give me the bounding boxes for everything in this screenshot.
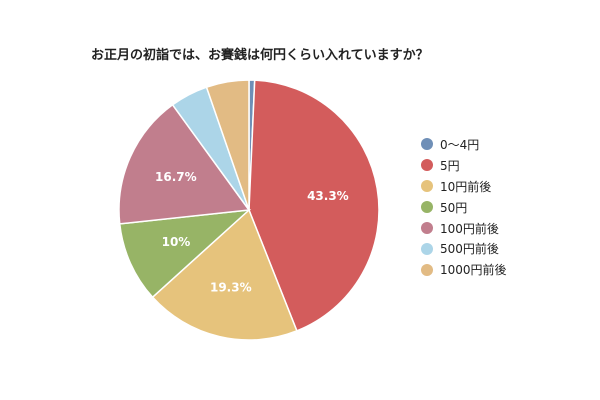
legend-item-1: 0〜4円 <box>421 134 507 155</box>
data-label-3: 19.3% <box>210 280 252 294</box>
legend-swatch <box>421 180 433 193</box>
pie-data-labels: 43.3% 19.3% 10% 16.7% <box>155 170 349 294</box>
pie-slice-5 <box>118 103 251 225</box>
legend-swatch <box>421 263 433 276</box>
pie-slice-7 <box>205 79 250 211</box>
data-label-2: 43.3% <box>307 189 349 203</box>
legend-label: 0〜4円 <box>440 137 480 152</box>
pie-slice-3 <box>151 208 298 341</box>
legend-label: 100円前後 <box>440 221 499 236</box>
legend-label: 50円 <box>440 200 468 215</box>
legend-label: 1000円前後 <box>440 263 507 278</box>
legend-swatch <box>421 201 433 214</box>
legend-item-5: 100円前後 <box>421 218 507 239</box>
legend-label: 500円前後 <box>440 242 499 257</box>
legend-swatch <box>421 242 433 255</box>
data-label-4: 10% <box>162 235 191 249</box>
legend-swatch <box>421 159 433 172</box>
pie-slice-2 <box>248 79 380 332</box>
legend-item-3: 10円前後 <box>421 176 507 197</box>
legend-label: 5円 <box>440 158 460 173</box>
legend: 0〜4円 5円 10円前後 50円 100円前後 500円前後 1000円前後 <box>421 134 507 280</box>
legend-swatch <box>421 222 433 234</box>
data-label-5: 16.7% <box>155 170 197 184</box>
pie-slice-4 <box>118 209 252 299</box>
legend-item-6: 500円前後 <box>421 238 507 259</box>
legend-item-7: 1000円前後 <box>421 259 507 280</box>
legend-swatch <box>421 138 433 151</box>
chart-title: お正月の初詣では、お賽銭は何円くらい入れていますか？ <box>91 48 429 63</box>
legend-item-2: 5円 <box>421 155 507 176</box>
pie-slices <box>118 79 380 341</box>
legend-item-4: 50円 <box>421 197 507 218</box>
legend-label: 10円前後 <box>440 179 492 194</box>
